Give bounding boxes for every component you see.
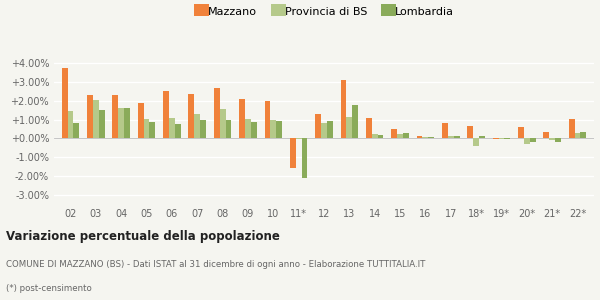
Bar bbox=[499, 138, 505, 139]
Bar bbox=[194, 114, 200, 138]
Bar bbox=[518, 127, 524, 138]
Bar bbox=[276, 121, 282, 138]
Bar bbox=[555, 138, 561, 142]
Bar bbox=[112, 95, 118, 138]
Bar bbox=[271, 120, 276, 138]
Bar bbox=[549, 138, 555, 140]
Bar bbox=[245, 119, 251, 138]
Bar bbox=[448, 136, 454, 138]
Bar bbox=[530, 138, 536, 142]
Bar bbox=[93, 100, 99, 138]
Bar bbox=[188, 94, 194, 138]
Bar bbox=[321, 123, 327, 138]
Bar bbox=[124, 108, 130, 138]
Bar bbox=[99, 110, 104, 138]
Bar bbox=[352, 105, 358, 138]
Text: Variazione percentuale della popolazione: Variazione percentuale della popolazione bbox=[6, 230, 280, 243]
Bar bbox=[403, 133, 409, 138]
Bar bbox=[302, 138, 307, 178]
Bar bbox=[575, 133, 580, 138]
Bar bbox=[200, 120, 206, 138]
Bar bbox=[226, 120, 232, 138]
Bar bbox=[169, 118, 175, 138]
Bar bbox=[341, 80, 346, 138]
Bar bbox=[397, 134, 403, 138]
Bar bbox=[442, 123, 448, 138]
Bar bbox=[493, 138, 499, 139]
Bar bbox=[454, 136, 460, 138]
Bar bbox=[505, 138, 510, 139]
Bar bbox=[296, 138, 302, 139]
Bar bbox=[580, 132, 586, 138]
Text: (*) post-censimento: (*) post-censimento bbox=[6, 284, 92, 293]
Bar bbox=[175, 124, 181, 138]
Bar bbox=[68, 111, 73, 138]
Bar bbox=[544, 132, 549, 138]
Bar bbox=[327, 121, 333, 138]
Bar bbox=[416, 136, 422, 138]
Bar bbox=[315, 114, 321, 138]
Bar bbox=[214, 88, 220, 138]
Bar bbox=[138, 103, 143, 138]
Bar bbox=[290, 138, 296, 168]
Bar bbox=[422, 136, 428, 138]
Bar bbox=[372, 134, 377, 138]
Text: COMUNE DI MAZZANO (BS) - Dati ISTAT al 31 dicembre di ogni anno - Elaborazione T: COMUNE DI MAZZANO (BS) - Dati ISTAT al 3… bbox=[6, 260, 425, 269]
Bar bbox=[391, 129, 397, 138]
Bar bbox=[118, 108, 124, 138]
Bar bbox=[479, 136, 485, 138]
Bar bbox=[251, 122, 257, 138]
Bar bbox=[62, 68, 68, 138]
Bar bbox=[265, 101, 271, 138]
Bar bbox=[239, 99, 245, 138]
Bar bbox=[524, 138, 530, 144]
Bar bbox=[220, 109, 226, 138]
Bar bbox=[467, 126, 473, 138]
Bar bbox=[473, 138, 479, 146]
Bar bbox=[346, 117, 352, 138]
Bar bbox=[366, 118, 372, 138]
Bar bbox=[428, 137, 434, 138]
Legend: Mazzano, Provincia di BS, Lombardia: Mazzano, Provincia di BS, Lombardia bbox=[190, 3, 458, 22]
Bar bbox=[73, 123, 79, 138]
Bar bbox=[377, 135, 383, 138]
Bar bbox=[149, 122, 155, 138]
Bar bbox=[163, 91, 169, 138]
Bar bbox=[143, 119, 149, 138]
Bar bbox=[569, 119, 575, 138]
Bar bbox=[87, 95, 93, 138]
